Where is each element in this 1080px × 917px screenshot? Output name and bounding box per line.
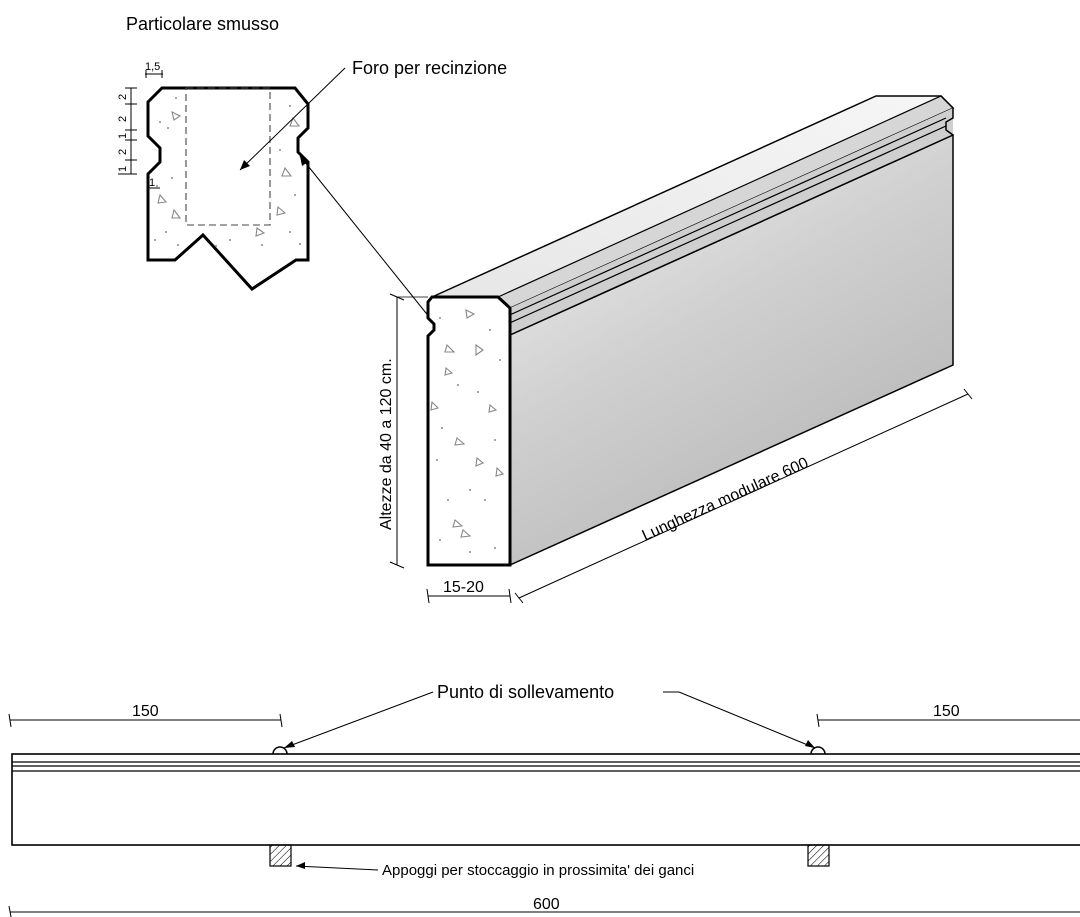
- hole-leader-line: [239, 67, 346, 171]
- lift-leader-left: [283, 691, 434, 749]
- lift-label: Punto di sollevamento: [437, 682, 614, 702]
- detail-section: Particolare smusso: [117, 14, 507, 319]
- iso-groove-line-2: [502, 125, 947, 327]
- elevation-section: 150 150 Punto di sollevamento Appoggi pe…: [8, 682, 1080, 917]
- detail-title: Particolare smusso: [126, 14, 279, 34]
- total-600-label: 600: [533, 896, 560, 913]
- detail-section-outline: [146, 86, 310, 291]
- support-leader: [295, 865, 379, 871]
- support-block-left: [269, 844, 292, 867]
- total-600-dimension: 600: [8, 896, 1080, 917]
- support-block-right: [807, 844, 830, 867]
- lift-arrow-right: [805, 740, 815, 748]
- lift-arrow-left: [284, 741, 295, 748]
- width-dimension: 15-20: [426, 579, 512, 604]
- dim-label-d1: 2: [117, 94, 129, 100]
- dim-label-d3: 1: [117, 133, 129, 139]
- iso-front-face: [426, 295, 512, 567]
- detail-to-iso-leader: [299, 155, 431, 319]
- hole-label: Foro per recinzione: [352, 58, 507, 78]
- dim-label-d5: 1: [117, 166, 129, 172]
- support-arrow: [296, 862, 305, 869]
- iso-groove-line-3: [509, 134, 954, 336]
- elevation-beam: [11, 753, 1080, 846]
- dim-label-d4: 2: [117, 149, 129, 155]
- lifting-hook-right: [810, 746, 826, 755]
- detail-dimensions: 2 2 1 2 1 1,5 1: [117, 61, 163, 192]
- dim-label-d6: 1: [149, 177, 155, 189]
- dim-label-top: 1,5: [145, 61, 160, 73]
- height-label: Altezze da 40 a 120 cm.: [378, 358, 395, 530]
- detail-concrete-texture: [154, 97, 301, 247]
- right-150-label: 150: [933, 703, 960, 720]
- detail-leader-arrow: [300, 156, 308, 166]
- iso-end-outline: [940, 95, 954, 136]
- left-150-label: 150: [132, 703, 159, 720]
- height-dimension: Altezze da 40 a 120 cm.: [378, 293, 428, 569]
- lift-leader-right: [678, 691, 816, 749]
- right-150-dimension: 150: [816, 703, 1080, 728]
- dim-label-d2: 2: [117, 116, 129, 122]
- width-label: 15-20: [443, 579, 484, 596]
- iso-concrete-texture: [430, 309, 505, 553]
- lifting-hook-left: [272, 746, 288, 755]
- hole-leader-arrow: [240, 160, 250, 170]
- iso-block: Altezze da 40 a 120 cm. 15-20 Lunghezza …: [378, 95, 973, 604]
- iso-groove-line-1: [502, 117, 947, 319]
- support-label: Appoggi per stoccaggio in prossimita' de…: [382, 862, 694, 879]
- left-150-dimension: 150: [8, 703, 283, 728]
- hole-dashed-outline: [185, 87, 271, 226]
